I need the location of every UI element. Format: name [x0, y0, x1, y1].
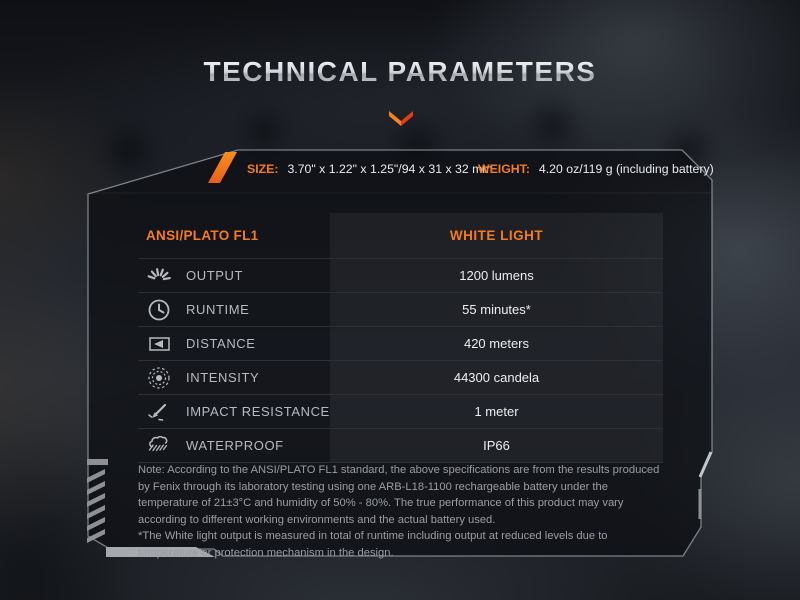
row-label: RUNTIME [186, 302, 250, 317]
chevron-down-icon [389, 111, 413, 126]
row-label: DISTANCE [186, 336, 256, 351]
brightness-icon [146, 263, 172, 289]
weight-value: 4.20 oz/119 g (including battery) [538, 162, 714, 176]
footnote: Note: According to the ANSI/PLATO FL1 st… [138, 462, 663, 562]
impact-arrow-icon [146, 399, 172, 425]
beam-distance-icon [146, 331, 172, 357]
table-row: IMPACT RESISTANCE 1 meter [138, 394, 663, 428]
row-label: OUTPUT [186, 268, 244, 283]
orange-slash-decoration [208, 152, 237, 183]
row-label: WATERPROOF [186, 438, 284, 453]
table-row: DISTANCE 420 meters [138, 326, 663, 360]
table-row: OUTPUT 1200 lumens [138, 258, 663, 292]
row-value: 1 meter [330, 395, 663, 428]
row-value: IP66 [330, 429, 663, 462]
row-value: 55 minutes* [330, 293, 663, 326]
size-spec: SIZE: 3.70" x 1.22" x 1.25"/94 x 31 x 32 … [247, 162, 493, 177]
weight-spec: WEIGHT: 4.20 oz/119 g (including battery) [478, 162, 714, 177]
spec-table: ANSI/PLATO FL1 WHITE LIGHT OUTPUT 1200 l… [138, 213, 663, 463]
row-value: 420 meters [330, 327, 663, 360]
row-value: 44300 candela [330, 361, 663, 394]
footnote-paragraph: Note: According to the ANSI/PLATO FL1 st… [138, 464, 660, 526]
spec-table-body: OUTPUT 1200 lumens RUNTIME 55 minutes* D… [138, 258, 663, 463]
hazard-stripes-decoration [87, 459, 108, 543]
row-label: INTENSITY [186, 370, 260, 385]
spec-table-header: ANSI/PLATO FL1 WHITE LIGHT [138, 213, 663, 258]
right-edge-accent [698, 451, 713, 478]
weight-label: WEIGHT: [478, 162, 530, 176]
table-row: WATERPROOF IP66 [138, 428, 663, 462]
row-value: 1200 lumens [330, 259, 663, 292]
row-label: IMPACT RESISTANCE [186, 404, 330, 419]
rain-cloud-icon [146, 433, 172, 459]
size-value: 3.70" x 1.22" x 1.25"/94 x 31 x 32 mm [287, 162, 493, 176]
clock-icon [146, 297, 172, 323]
table-row: INTENSITY 44300 candela [138, 360, 663, 394]
standard-column-header: ANSI/PLATO FL1 [146, 228, 259, 243]
footnote-paragraph: *The White light output is measured in t… [138, 530, 608, 559]
bottom-bar-decoration [106, 547, 215, 557]
page-title: TECHNICAL PARAMETERS [0, 56, 800, 88]
white-light-column-header: WHITE LIGHT [330, 213, 663, 258]
size-label: SIZE: [247, 162, 279, 176]
target-icon [146, 365, 172, 391]
table-row: RUNTIME 55 minutes* [138, 292, 663, 326]
